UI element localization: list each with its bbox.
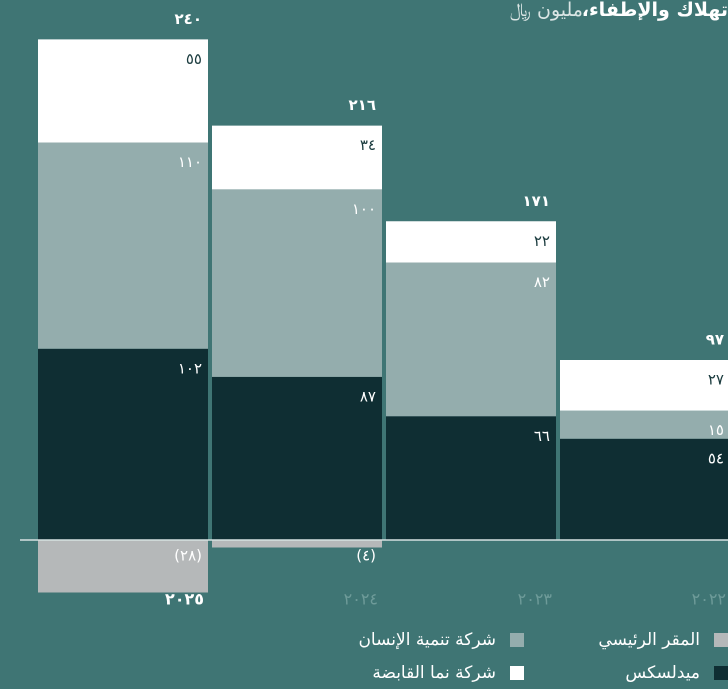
bar-segment: [386, 416, 556, 540]
bar-segment: [560, 438, 728, 540]
chart-title: تهلاك والإطفاء، مليون ﷼: [510, 0, 728, 22]
legend-swatch: [510, 633, 524, 647]
title-main: تهلاك والإطفاء،: [582, 0, 728, 21]
legend-label: شركة تنمية الإنسان: [358, 630, 496, 650]
title-unit: مليون ﷼: [510, 0, 583, 22]
total-label: ٩٧: [706, 331, 724, 349]
bar-segment: [386, 262, 556, 417]
data-label: ٨٢: [534, 273, 550, 291]
bar-segment: [212, 540, 382, 548]
data-label: (٤): [356, 547, 376, 565]
bar-segment: [38, 348, 208, 540]
bar-segment: [560, 410, 728, 439]
bar-segment: [560, 360, 728, 411]
bar-segment: [212, 125, 382, 190]
x-tick-label: ٢٠٢٣: [518, 590, 553, 609]
data-label: ٢٧: [708, 371, 724, 389]
data-label: ٥٤: [708, 449, 724, 467]
legend-label: المقر الرئيسي: [598, 630, 700, 650]
data-label: ٥٥: [186, 50, 202, 68]
legend-label: شركة نما القابضة: [372, 663, 496, 683]
legend-label: ميدلسكس: [625, 663, 700, 683]
x-tick-label: ٢٠٢٢: [692, 590, 726, 609]
data-label: ١٥: [708, 421, 724, 439]
bar-segment: [212, 376, 382, 540]
x-tick-label: ٢٠٢٤: [344, 590, 378, 609]
bar-segment: [38, 142, 208, 349]
bar-segment: [38, 39, 208, 143]
total-label: ١٧١: [523, 192, 550, 210]
data-label: ١١٠: [178, 153, 202, 171]
total-label: ٢١٦: [349, 96, 376, 114]
legend-swatch: [714, 633, 728, 647]
data-label: (٢٨): [174, 547, 202, 565]
bar-segment: [212, 189, 382, 377]
x-tick-label: ٢٠٢٥: [165, 590, 204, 609]
total-label: ٢٤٠: [175, 10, 202, 28]
legend-swatch: [714, 666, 728, 680]
data-label: ١٠٢: [178, 359, 202, 377]
bar-segment: [386, 221, 556, 263]
data-label: ١٠٠: [352, 200, 376, 218]
data-label: ٣٤: [360, 136, 376, 154]
legend-swatch: [510, 666, 524, 680]
data-label: ٨٧: [360, 387, 376, 405]
bar-segment: [38, 540, 208, 593]
data-label: ٦٦: [534, 427, 550, 445]
data-label: ٢٢: [534, 232, 550, 250]
